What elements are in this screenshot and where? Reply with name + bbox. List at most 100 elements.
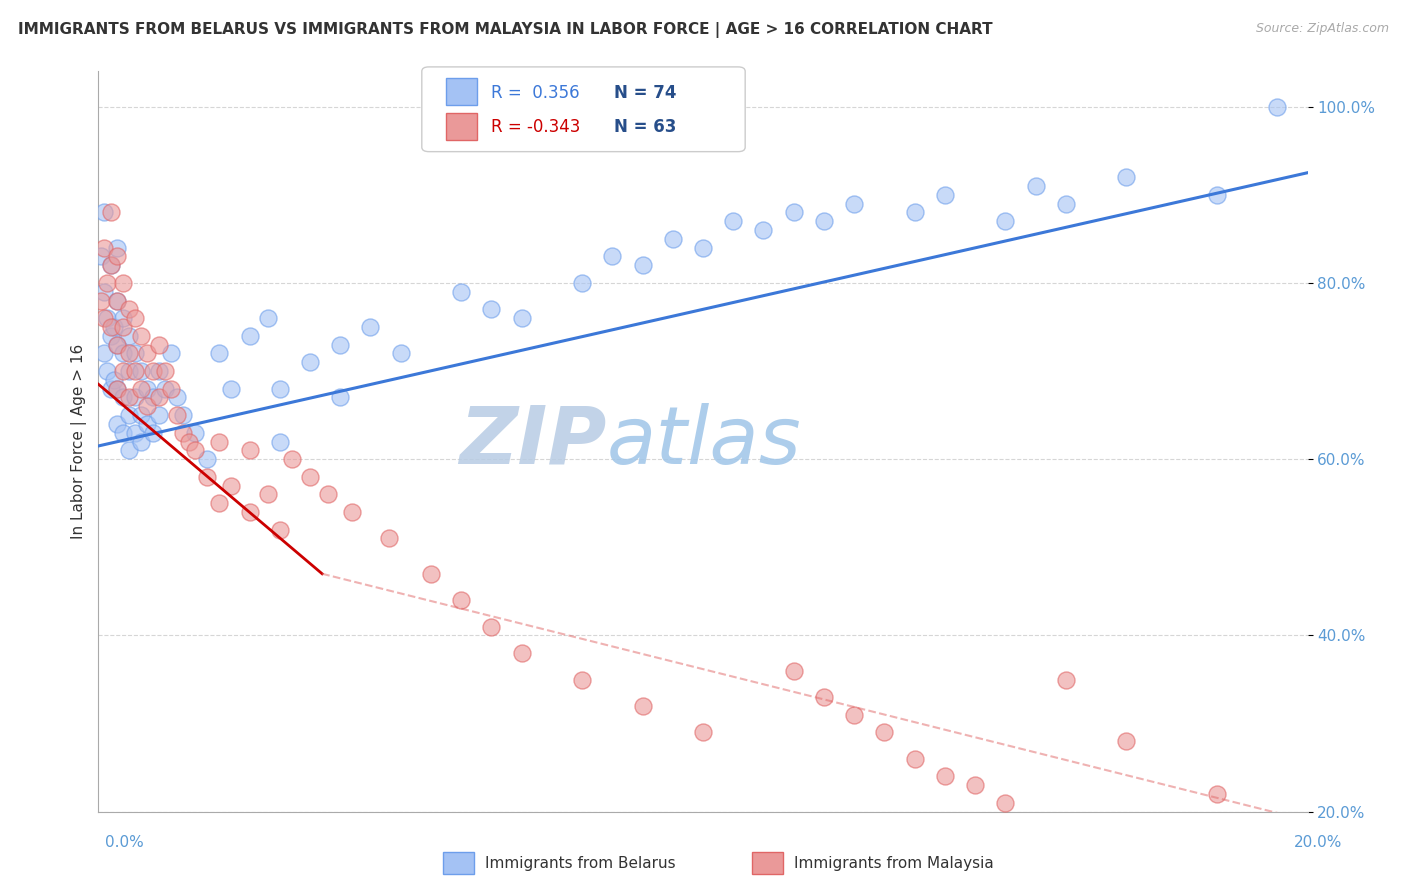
Point [172,425,194,440]
Point [118,408,141,422]
Point [111,364,134,378]
Point [148,364,170,378]
Point [389,346,412,360]
Point [118,328,141,343]
Point [118,391,141,405]
Point [208,434,231,449]
Point [153,364,176,378]
Point [100,258,122,272]
Point [93,346,115,360]
Point [208,496,231,510]
Point [111,391,134,405]
Text: R =  0.356: R = 0.356 [491,84,579,102]
Point [965,778,987,792]
Point [124,425,146,440]
Point [90,293,112,308]
Point [135,417,157,431]
Point [124,346,146,360]
Point [100,258,122,272]
Point [105,293,128,308]
Point [239,443,262,458]
Point [844,707,866,722]
Point [129,328,152,343]
Point [510,646,533,660]
Point [1206,187,1229,202]
Point [100,382,122,396]
Point [129,364,152,378]
Text: Source: ZipAtlas.com: Source: ZipAtlas.com [1256,22,1389,36]
Point [1054,673,1077,687]
Point [752,223,775,237]
Point [783,205,806,219]
Point [661,232,683,246]
Point [299,470,322,484]
Point [1054,196,1077,211]
Point [692,725,714,739]
Point [153,382,176,396]
Y-axis label: In Labor Force | Age > 16: In Labor Force | Age > 16 [72,344,87,539]
Point [269,434,291,449]
Point [377,532,399,546]
Point [239,328,262,343]
Text: atlas: atlas [606,402,801,481]
Point [148,337,170,351]
Text: Immigrants from Belarus: Immigrants from Belarus [485,856,676,871]
Point [105,293,128,308]
Text: R = -0.343: R = -0.343 [491,119,581,136]
Point [904,205,927,219]
Point [195,470,218,484]
Text: IMMIGRANTS FROM BELARUS VS IMMIGRANTS FROM MALAYSIA IN LABOR FORCE | AGE > 16 CO: IMMIGRANTS FROM BELARUS VS IMMIGRANTS FR… [18,22,993,38]
Point [111,346,134,360]
Point [129,382,152,396]
Point [179,434,201,449]
Point [166,408,188,422]
Point [934,187,956,202]
Point [783,664,806,678]
Point [1024,178,1046,193]
Point [90,250,112,264]
Point [111,320,134,334]
Point [269,382,291,396]
Point [96,364,118,378]
Point [631,258,654,272]
Point [1206,787,1229,801]
Point [602,250,624,264]
Point [221,382,243,396]
Point [221,478,243,492]
Point [195,452,218,467]
Point [256,311,278,326]
Point [360,320,382,334]
Point [239,505,262,519]
Point [105,382,128,396]
Point [142,364,165,378]
Text: 20.0%: 20.0% [1295,836,1343,850]
Point [148,408,170,422]
Point [118,443,141,458]
Point [723,214,745,228]
Point [118,346,141,360]
Point [420,566,443,581]
Point [1115,170,1137,185]
Point [813,214,835,228]
Point [105,250,128,264]
Point [934,769,956,783]
Point [142,391,165,405]
Text: ZIP: ZIP [458,402,606,481]
Point [481,302,503,317]
Point [994,796,1017,810]
Point [100,320,122,334]
Point [118,302,141,317]
Point [329,337,352,351]
Point [93,241,115,255]
Text: 0.0%: 0.0% [105,836,145,850]
Point [93,205,115,219]
Point [118,364,141,378]
Point [1267,100,1289,114]
Point [316,487,339,501]
Point [135,382,157,396]
Point [105,337,128,351]
Point [100,205,122,219]
Point [124,364,146,378]
Point [160,382,183,396]
Point [873,725,896,739]
